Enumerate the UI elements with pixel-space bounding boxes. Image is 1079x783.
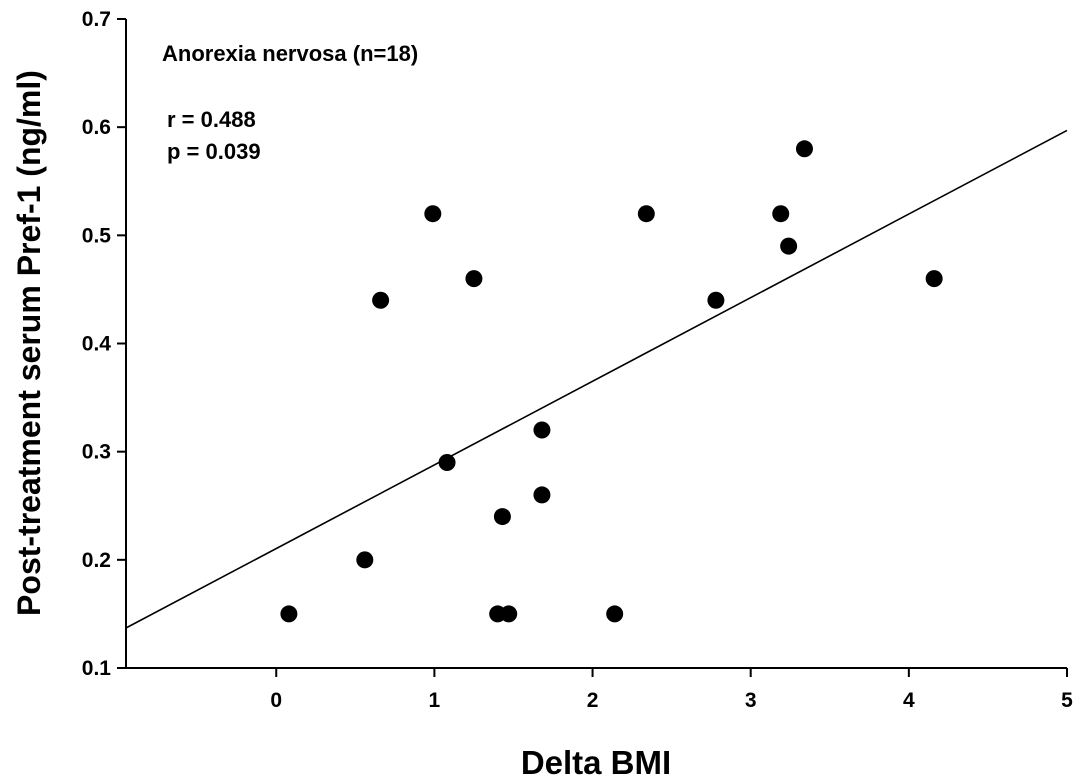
x-tick-label: 4 xyxy=(903,689,915,712)
data-point xyxy=(438,453,456,471)
data-point xyxy=(780,237,798,255)
y-tick-label: 0.5 xyxy=(82,224,112,247)
data-point xyxy=(637,205,655,223)
x-tick-label: 2 xyxy=(587,689,599,712)
y-tick-label: 0.7 xyxy=(82,8,111,31)
data-point xyxy=(772,205,790,223)
data-point xyxy=(925,270,943,288)
y-axis-title: Post-treatment serum Pref-1 (ng/ml) xyxy=(11,70,47,616)
y-tick-label: 0.3 xyxy=(82,441,111,464)
regression-line xyxy=(125,129,1068,629)
data-point xyxy=(356,551,374,569)
y-tick-label: 0.1 xyxy=(82,657,112,680)
y-tick-label: 0.2 xyxy=(82,549,111,572)
data-point xyxy=(424,205,442,223)
x-tick-label: 5 xyxy=(1061,689,1073,712)
data-point xyxy=(533,421,551,439)
x-axis-title: Delta BMI xyxy=(521,744,671,781)
group-label: Anorexia nervosa (n=18) xyxy=(162,41,418,66)
y-tick-label: 0.6 xyxy=(82,116,111,139)
data-point xyxy=(707,291,725,309)
plot-area: 0 1 2 3 4 5 0.1 0.2 0.3 0.4 0.5 0.6 0.7 xyxy=(82,8,1073,712)
x-tick-label: 0 xyxy=(270,689,282,712)
data-point xyxy=(493,508,511,526)
y-tick-label: 0.4 xyxy=(82,333,112,356)
annotations: Anorexia nervosa (n=18) r = 0.488 p = 0.… xyxy=(162,41,418,164)
data-point xyxy=(372,291,390,309)
p-value: p = 0.039 xyxy=(167,139,261,164)
data-point xyxy=(500,605,518,623)
data-point xyxy=(606,605,624,623)
data-point xyxy=(533,486,551,504)
correlation-coefficient: r = 0.488 xyxy=(167,107,256,132)
x-tick-label: 3 xyxy=(745,689,757,712)
data-point xyxy=(795,140,813,158)
data-point xyxy=(280,605,298,623)
x-tick-label: 1 xyxy=(429,689,441,712)
data-point xyxy=(465,270,483,288)
